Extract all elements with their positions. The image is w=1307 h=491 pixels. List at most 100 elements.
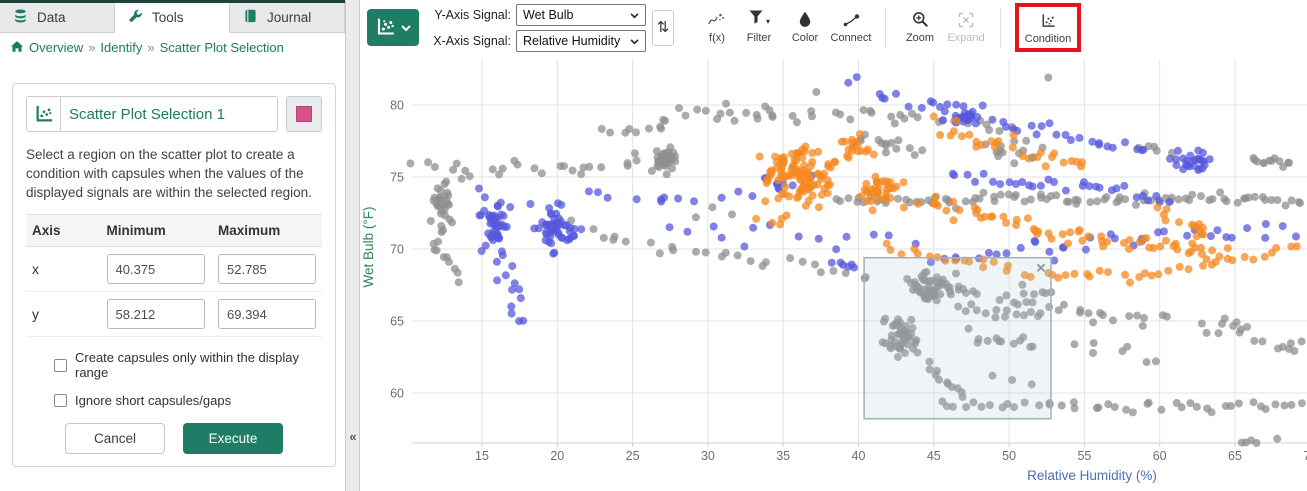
x-minimum-input[interactable] <box>106 254 205 285</box>
droplet-icon <box>798 10 812 29</box>
x-axis-signal-label: X-Axis Signal: <box>433 33 511 48</box>
tool-condition-label: Condition <box>1024 33 1072 45</box>
y-axis-title: Wet Bulb (°F) <box>361 207 376 288</box>
y-minimum-input[interactable] <box>106 299 205 330</box>
y-maximum-input[interactable] <box>218 299 316 330</box>
table-row-y: y <box>26 291 322 338</box>
ignore-short-checkbox-row: Ignore short capsules/gaps <box>54 393 322 408</box>
panel-description: Select a region on the scatter plot to c… <box>26 147 312 201</box>
chevron-down-icon <box>630 8 639 22</box>
axis-range-table: Axis Minimum Maximum x y <box>26 214 322 338</box>
collapse-panel-chevron[interactable]: « <box>349 429 357 444</box>
svg-text:70: 70 <box>1303 449 1307 463</box>
svg-text:65: 65 <box>390 315 404 329</box>
tool-zoom[interactable]: Zoom <box>897 3 943 44</box>
tool-condition[interactable]: Condition <box>1023 7 1073 45</box>
formula-icon <box>708 10 726 29</box>
tool-expand-label: Expand <box>947 32 985 44</box>
svg-text:20: 20 <box>550 449 564 463</box>
col-header-axis: Axis <box>26 214 101 248</box>
svg-text:75: 75 <box>390 171 404 185</box>
execute-button[interactable]: Execute <box>183 423 283 455</box>
svg-text:40: 40 <box>852 449 866 463</box>
color-swatch <box>296 106 312 122</box>
tab-data-label: Data <box>37 10 66 25</box>
chart-type-dropdown-button[interactable] <box>367 9 419 46</box>
svg-text:65: 65 <box>1228 449 1242 463</box>
tool-connect-label: Connect <box>830 32 872 44</box>
breadcrumb-scatter-plot-selection[interactable]: Scatter Plot Selection <box>159 40 284 55</box>
panel-collapse-strip: « <box>345 0 360 491</box>
tab-tools[interactable]: Tools <box>115 3 230 33</box>
col-header-maximum: Maximum <box>212 214 322 248</box>
selection-rect[interactable] <box>863 256 1052 420</box>
scatter-plot[interactable]: 15 20 25 30 35 40 45 50 55 60 65 70 60 65 70 75 80 Relati… <box>360 55 1307 491</box>
axis-labels: 15 20 25 30 35 40 45 50 55 60 65 70 60 65 70 75 80 Relati… <box>361 99 1307 484</box>
tool-connect[interactable]: Connect <box>828 3 874 44</box>
axis-signal-selectors: Y-Axis Signal: Wet Bulb X-Axis Signal: R… <box>427 3 646 52</box>
selection-close-icon[interactable]: ✕ <box>1036 261 1047 276</box>
gridlines <box>412 59 1307 447</box>
book-icon <box>243 8 258 27</box>
svg-text:30: 30 <box>701 449 715 463</box>
ignore-short-checkbox[interactable] <box>54 394 67 408</box>
breadcrumb-identify[interactable]: Identify <box>100 40 143 55</box>
svg-text:35: 35 <box>776 449 790 463</box>
toolbar-separator <box>1000 8 1001 48</box>
tab-journal[interactable]: Journal <box>230 3 345 33</box>
svg-text:80: 80 <box>390 99 404 113</box>
swap-axes-button[interactable]: ⇅ <box>652 9 674 46</box>
tool-color[interactable]: Color <box>782 3 828 44</box>
tab-journal-label: Journal <box>267 10 312 25</box>
x-maximum-input[interactable] <box>218 254 316 285</box>
expand-icon <box>958 10 974 29</box>
svg-text:60: 60 <box>1153 449 1167 463</box>
tool-formula-label: f(x) <box>709 32 725 44</box>
gray-signal <box>406 73 1306 447</box>
cancel-button[interactable]: Cancel <box>65 423 165 455</box>
condition-highlight-box: Condition <box>1015 3 1081 52</box>
panel-tabbar: Data Tools Journal <box>0 0 345 33</box>
y-axis-signal-value: Wet Bulb <box>523 7 574 22</box>
toolbar-separator <box>885 8 886 48</box>
chevron-down-icon <box>401 20 411 35</box>
y-axis-signal-select[interactable]: Wet Bulb <box>516 3 646 26</box>
connect-icon <box>842 10 861 29</box>
display-range-checkbox-row: Create capsules only within the display … <box>54 350 322 380</box>
y-axis-signal-label: Y-Axis Signal: <box>434 7 511 22</box>
blue-signal <box>475 73 1300 326</box>
caret-down-icon: ▾ <box>765 17 770 26</box>
svg-text:70: 70 <box>390 243 404 257</box>
home-icon[interactable] <box>10 40 24 56</box>
display-range-checkbox-label: Create capsules only within the display … <box>75 350 300 381</box>
color-swatch-button[interactable] <box>286 96 322 132</box>
tool-filter[interactable]: ▾ Filter <box>736 3 782 44</box>
svg-text:15: 15 <box>475 449 489 463</box>
col-header-minimum: Minimum <box>100 214 212 248</box>
axis-x-label: x <box>26 246 101 293</box>
tab-tools-label: Tools <box>152 10 184 25</box>
condition-name-input[interactable] <box>60 96 278 132</box>
wrench-icon <box>128 9 143 27</box>
selection-region[interactable]: ✕ <box>863 256 1052 420</box>
svg-text:25: 25 <box>626 449 640 463</box>
zoom-icon <box>912 10 929 29</box>
svg-text:60: 60 <box>390 387 404 401</box>
tools-panel: Data Tools Journal Overview » Identify <box>0 0 345 491</box>
ignore-short-checkbox-label: Ignore short capsules/gaps <box>75 393 232 409</box>
axis-y-label: y <box>26 291 101 338</box>
x-axis-signal-value: Relative Humidity <box>523 33 621 48</box>
svg-text:50: 50 <box>1002 449 1016 463</box>
breadcrumb-overview[interactable]: Overview <box>29 40 84 55</box>
tab-data[interactable]: Data <box>0 3 115 33</box>
orange-signal <box>752 112 1301 287</box>
display-range-checkbox[interactable] <box>54 358 67 372</box>
tool-expand: Expand <box>943 3 989 44</box>
tool-color-label: Color <box>791 32 819 44</box>
panel-buttons: Cancel Execute <box>26 423 322 455</box>
tool-formula[interactable]: f(x) <box>698 3 736 44</box>
x-axis-signal-select[interactable]: Relative Humidity <box>516 29 646 52</box>
breadcrumb-separator: » <box>147 40 155 55</box>
condition-scatter-icon <box>1040 11 1057 30</box>
